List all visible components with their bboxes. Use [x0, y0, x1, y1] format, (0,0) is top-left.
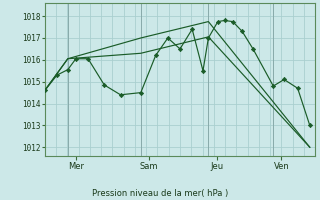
Text: Pression niveau de la mer( hPa ): Pression niveau de la mer( hPa )	[92, 189, 228, 198]
